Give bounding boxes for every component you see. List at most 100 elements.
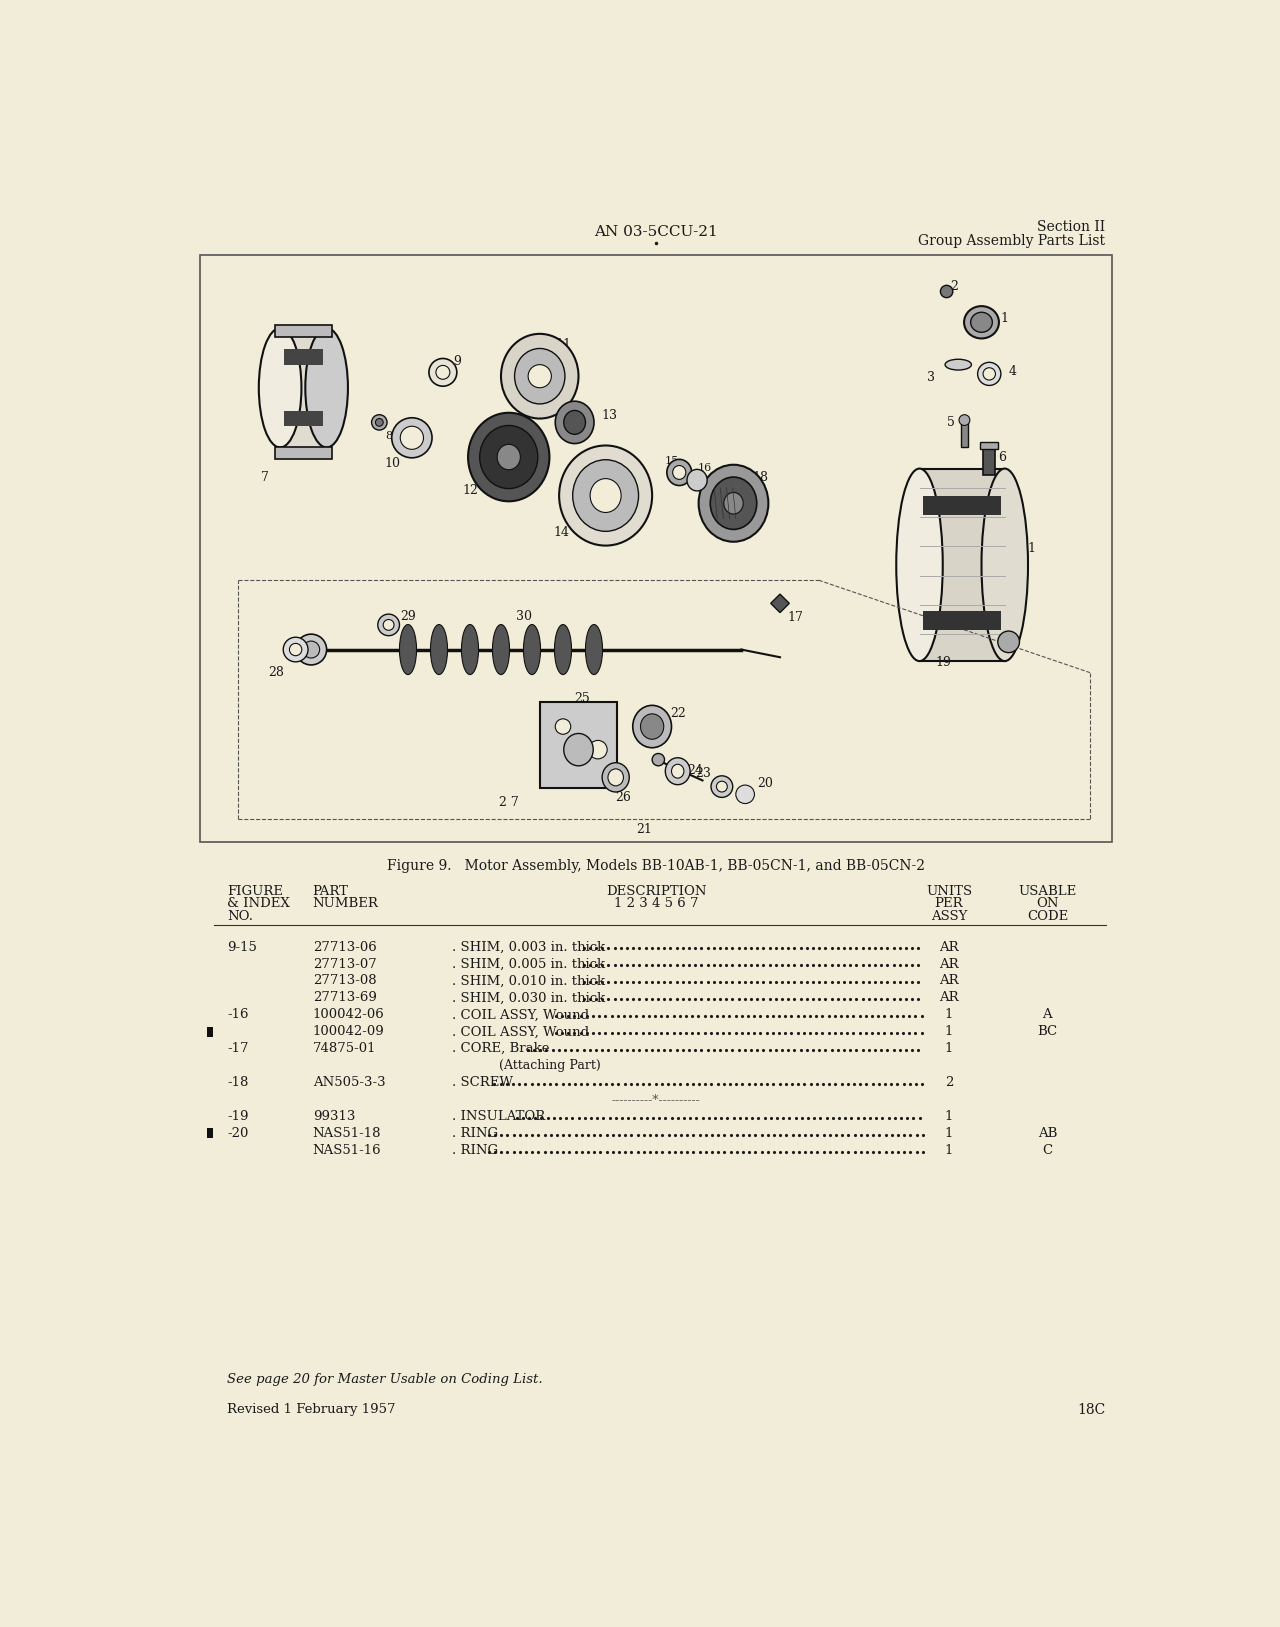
- Ellipse shape: [378, 613, 399, 636]
- Text: 9: 9: [453, 355, 461, 368]
- Text: 11: 11: [556, 338, 571, 351]
- Text: ASSY: ASSY: [931, 909, 968, 923]
- Bar: [280, 329, 326, 447]
- Text: Section II: Section II: [1037, 220, 1106, 234]
- Text: 23: 23: [695, 768, 710, 781]
- Text: . RING: . RING: [452, 1144, 498, 1157]
- Ellipse shape: [572, 460, 639, 532]
- Text: AR: AR: [940, 991, 959, 1004]
- Text: 8: 8: [385, 431, 392, 441]
- Ellipse shape: [524, 625, 540, 675]
- Bar: [284, 350, 323, 364]
- Text: AN 03-5CCU-21: AN 03-5CCU-21: [594, 225, 718, 239]
- Text: ----------*----------: ----------*----------: [612, 1093, 700, 1106]
- Text: Group Assembly Parts List: Group Assembly Parts List: [919, 234, 1106, 247]
- Text: . CORE, Brake: . CORE, Brake: [452, 1043, 549, 1056]
- Text: PART: PART: [312, 885, 348, 898]
- Ellipse shape: [430, 625, 448, 675]
- Circle shape: [375, 418, 383, 426]
- Bar: [983, 446, 995, 475]
- Text: 1: 1: [945, 1043, 954, 1056]
- Ellipse shape: [673, 465, 686, 480]
- Ellipse shape: [296, 635, 326, 665]
- Text: 27713-06: 27713-06: [312, 940, 376, 953]
- Ellipse shape: [710, 776, 732, 797]
- Text: C: C: [1042, 1144, 1052, 1157]
- Ellipse shape: [666, 758, 690, 784]
- Text: 17: 17: [787, 612, 804, 625]
- Text: -16: -16: [228, 1009, 248, 1022]
- Bar: [980, 441, 998, 449]
- Ellipse shape: [302, 641, 320, 657]
- Text: 2 7: 2 7: [499, 796, 518, 809]
- Circle shape: [941, 285, 952, 298]
- Text: PER: PER: [934, 898, 964, 911]
- Text: 24: 24: [687, 763, 703, 776]
- Text: AN505-3-3: AN505-3-3: [312, 1075, 385, 1088]
- Text: NAS51-18: NAS51-18: [312, 1128, 381, 1141]
- Ellipse shape: [497, 444, 521, 470]
- Text: A: A: [1043, 1009, 1052, 1022]
- Text: . SCREW: . SCREW: [452, 1075, 513, 1088]
- Ellipse shape: [563, 734, 593, 766]
- Ellipse shape: [563, 410, 585, 434]
- Ellipse shape: [640, 714, 664, 739]
- Ellipse shape: [429, 358, 457, 386]
- Ellipse shape: [964, 306, 998, 338]
- Bar: [206, 1027, 212, 1036]
- Ellipse shape: [632, 706, 672, 748]
- Ellipse shape: [392, 418, 433, 457]
- Text: 27713-07: 27713-07: [312, 958, 376, 971]
- Text: DESCRIPTION: DESCRIPTION: [605, 885, 707, 898]
- Ellipse shape: [493, 625, 509, 675]
- Text: NAS51-16: NAS51-16: [312, 1144, 381, 1157]
- Ellipse shape: [480, 426, 538, 488]
- Text: Figure 9.   Motor Assembly, Models BB-10AB-1, BB-05CN-1, and BB-05CN-2: Figure 9. Motor Assembly, Models BB-10AB…: [387, 859, 925, 874]
- Ellipse shape: [554, 625, 572, 675]
- Text: . COIL ASSY, Wound: . COIL ASSY, Wound: [452, 1025, 589, 1038]
- Circle shape: [556, 719, 571, 734]
- Text: 1: 1: [945, 1009, 954, 1022]
- Ellipse shape: [978, 363, 1001, 386]
- Ellipse shape: [515, 348, 564, 403]
- Ellipse shape: [945, 360, 972, 369]
- Text: 5: 5: [946, 417, 955, 430]
- Text: 1: 1: [945, 1144, 954, 1157]
- Polygon shape: [771, 594, 790, 613]
- Ellipse shape: [590, 478, 621, 513]
- Text: 100042-09: 100042-09: [312, 1025, 384, 1038]
- Text: 2: 2: [951, 280, 959, 293]
- Ellipse shape: [436, 366, 449, 379]
- Text: 15: 15: [664, 456, 678, 465]
- Text: (Attaching Part): (Attaching Part): [483, 1059, 600, 1072]
- Text: BC: BC: [1037, 1025, 1057, 1038]
- Text: 13: 13: [602, 410, 618, 423]
- Ellipse shape: [559, 446, 652, 545]
- Text: See page 20 for Master Usable on Coding List.: See page 20 for Master Usable on Coding …: [228, 1373, 543, 1386]
- Text: NUMBER: NUMBER: [312, 898, 379, 911]
- Text: -18: -18: [228, 1075, 248, 1088]
- Circle shape: [371, 415, 387, 430]
- Text: 74875-01: 74875-01: [312, 1043, 376, 1056]
- Text: & INDEX: & INDEX: [228, 898, 291, 911]
- Ellipse shape: [556, 402, 594, 444]
- Ellipse shape: [896, 469, 943, 661]
- Text: 27713-69: 27713-69: [312, 991, 376, 1004]
- Ellipse shape: [736, 786, 754, 804]
- Text: FIGURE: FIGURE: [228, 885, 283, 898]
- Text: 1: 1: [1001, 312, 1009, 325]
- Text: 21: 21: [636, 823, 653, 836]
- Text: 1: 1: [945, 1110, 954, 1123]
- Text: . INSULATOR: . INSULATOR: [452, 1110, 545, 1123]
- Ellipse shape: [401, 426, 424, 449]
- Bar: [961, 423, 968, 447]
- Text: 27713-08: 27713-08: [312, 975, 376, 988]
- Text: . RING: . RING: [452, 1128, 498, 1141]
- Ellipse shape: [983, 368, 996, 381]
- Ellipse shape: [710, 477, 756, 529]
- Text: 14: 14: [553, 527, 570, 539]
- Text: 30: 30: [516, 610, 532, 623]
- Circle shape: [652, 753, 664, 766]
- Bar: [923, 612, 1001, 630]
- Text: AR: AR: [940, 940, 959, 953]
